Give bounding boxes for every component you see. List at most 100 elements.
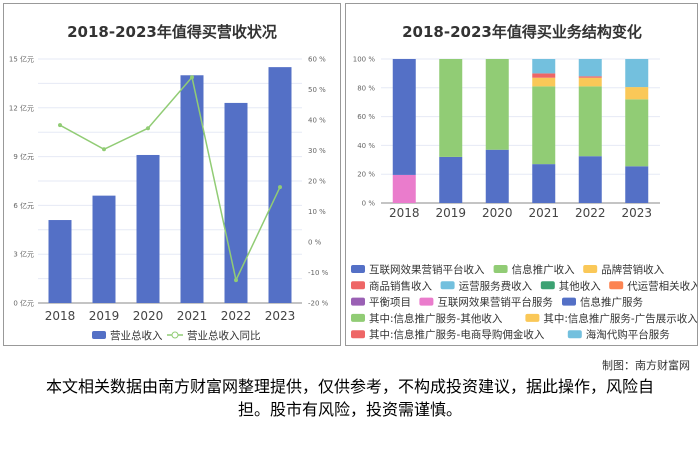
chart-title: 2018-2023年值得买营收状况 xyxy=(67,23,277,41)
legend-label: 海淘代购平台服务 xyxy=(586,328,670,341)
structure-chart-panel: 2018-2023年值得买业务结构变化 0 % 20 % 40 % 60 % 80 % 10… xyxy=(345,3,698,346)
y-left-tick: 3 亿元 xyxy=(13,250,34,259)
legend-label: 互联网效果营销平台收入 xyxy=(369,263,485,276)
legend-swatch xyxy=(525,313,540,322)
segment-2022 xyxy=(578,59,602,77)
segment-2023 xyxy=(625,166,649,203)
legend-swatch xyxy=(351,265,365,273)
y-left-tick: 6 亿元 xyxy=(13,201,34,210)
x-tick: 2019 xyxy=(435,206,466,220)
y-right-tick: 30 % xyxy=(308,147,326,155)
growth-point-2021 xyxy=(190,75,194,80)
legend-label: 信息推广收入 xyxy=(512,263,575,276)
bar-2020 xyxy=(136,154,160,303)
legend-label: 其中:信息推广服务-电商导购佣金收入 xyxy=(369,328,545,341)
legend-swatch xyxy=(351,281,365,290)
y-tick: 0 % xyxy=(362,200,376,208)
segment-2020 xyxy=(485,59,509,150)
segment-2022 xyxy=(578,156,602,203)
segment-2023 xyxy=(625,59,649,88)
y-left-tick: 12 亿元 xyxy=(9,103,34,112)
legend-swatch xyxy=(171,331,179,339)
legend-label: 商品销售收入 xyxy=(369,279,432,292)
segment-2023 xyxy=(625,87,649,100)
revenue-chart-panel: 2018-2023年值得买营收状况 0 亿元 3 亿元 6 亿元 9 亿元 12 亿元 15… xyxy=(3,3,341,346)
legend-label: 平衡项目 xyxy=(369,297,411,309)
bar-2018 xyxy=(48,220,72,303)
legend-swatch xyxy=(583,265,598,273)
x-tick: 2023 xyxy=(621,206,652,220)
y-left-tick: 15 亿元 xyxy=(9,55,34,64)
x-tick: 2022 xyxy=(221,309,252,323)
structure-chart: 2018-2023年值得买业务结构变化 0 % 20 % 40 % 60 % 80 % 10… xyxy=(351,23,697,341)
y-tick: 80 % xyxy=(357,84,375,92)
segment-2022 xyxy=(578,76,602,78)
revenue-chart: 2018-2023年值得买营收状况 0 亿元 3 亿元 6 亿元 9 亿元 12 亿元 15… xyxy=(9,23,329,342)
segment-2021 xyxy=(532,73,556,78)
legend-swatch xyxy=(493,265,508,273)
chart-title: 2018-2023年值得买业务结构变化 xyxy=(402,23,642,41)
legend-label: 信息推广服务 xyxy=(580,296,643,309)
legend-swatch xyxy=(440,281,455,290)
legend-swatch xyxy=(562,297,576,306)
y-right-tick: -20 % xyxy=(308,300,329,308)
x-tick: 2023 xyxy=(265,309,296,323)
x-tick: 2019 xyxy=(89,309,120,323)
growth-point-2018 xyxy=(58,123,62,128)
disclaimer: 本文相关数据由南方财富网整理提供，仅供参考，不构成投资建议，据此操作，风险自担。… xyxy=(45,377,654,419)
legend-label: 代运营相关收入 xyxy=(627,279,697,292)
legend-swatch xyxy=(351,330,365,339)
legend-label: 其中:信息推广服务-其他收入 xyxy=(369,312,503,325)
growth-point-2023 xyxy=(278,185,282,190)
y-right-tick: 40 % xyxy=(308,117,326,125)
y-left-tick: 0 亿元 xyxy=(13,299,34,308)
growth-point-2022 xyxy=(234,278,238,283)
segment-2019 xyxy=(439,59,463,157)
segment-2023 xyxy=(625,99,649,167)
segment-2018 xyxy=(392,174,416,203)
y-right-tick: 20 % xyxy=(308,178,326,186)
bar-2022 xyxy=(224,102,248,303)
y-right-tick: 50 % xyxy=(308,86,326,94)
legend-swatch xyxy=(351,297,365,306)
bar-2019 xyxy=(92,195,116,303)
legend-swatch xyxy=(92,331,106,339)
y-tick: 60 % xyxy=(357,113,375,121)
legend-swatch xyxy=(567,330,582,339)
x-tick: 2021 xyxy=(177,309,208,323)
legend-label: 其中:信息推广服务-广告展示收入 xyxy=(543,312,697,325)
x-tick: 2018 xyxy=(389,206,420,220)
segment-2021 xyxy=(532,77,556,87)
y-right-tick: -10 % xyxy=(308,269,329,277)
bar-2021 xyxy=(180,75,204,304)
legend-swatch xyxy=(609,281,624,290)
segment-2021 xyxy=(532,59,556,74)
legend-label: 互联网效果营销平台服务 xyxy=(437,296,553,309)
legend-swatch xyxy=(351,313,365,322)
segment-2022 xyxy=(578,86,602,157)
y-right-tick: 0 % xyxy=(308,239,322,247)
segment-2021 xyxy=(532,164,556,203)
credit: 制图：南方财富网 xyxy=(602,359,690,372)
x-tick: 2021 xyxy=(528,206,559,220)
y-right-tick: 10 % xyxy=(308,208,326,216)
segment-2021 xyxy=(532,86,556,165)
y-tick: 100 % xyxy=(353,56,376,64)
growth-line xyxy=(59,75,281,283)
x-tick: 2020 xyxy=(482,206,513,220)
x-tick: 2022 xyxy=(575,206,606,220)
segment-2020 xyxy=(485,149,509,203)
growth-point-2020 xyxy=(146,126,150,131)
segment-2018 xyxy=(392,59,416,175)
growth-point-2019 xyxy=(102,147,106,152)
y-tick: 20 % xyxy=(357,171,375,179)
bar-2023 xyxy=(268,67,292,303)
x-tick: 2020 xyxy=(133,309,164,323)
y-tick: 40 % xyxy=(357,142,375,150)
legend-swatch xyxy=(540,281,555,290)
y-right-tick: 60 % xyxy=(308,56,326,64)
legend-label: 营业总收入同比 xyxy=(187,329,261,342)
segment-2019 xyxy=(439,156,463,203)
legend-swatch xyxy=(419,297,434,306)
legend-label: 品牌营销收入 xyxy=(601,263,664,276)
